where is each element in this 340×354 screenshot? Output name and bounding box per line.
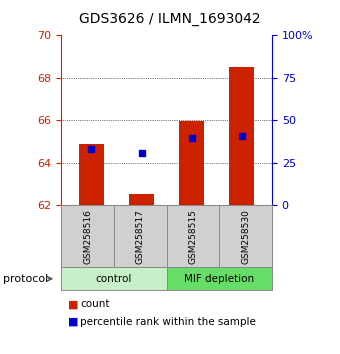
Bar [179,121,204,205]
Bar [230,67,254,205]
Text: count: count [80,299,109,309]
Text: protocol: protocol [3,274,49,284]
Bar [129,194,154,205]
Text: GSM258517: GSM258517 [136,209,145,264]
Text: percentile rank within the sample: percentile rank within the sample [80,317,256,327]
Text: ■: ■ [68,299,79,309]
Text: MIF depletion: MIF depletion [184,274,254,284]
Bar [79,144,104,205]
Text: GSM258516: GSM258516 [83,209,92,264]
Text: GSM258515: GSM258515 [188,209,198,264]
Text: ■: ■ [68,317,79,327]
Text: GSM258530: GSM258530 [241,209,250,264]
Text: control: control [96,274,132,284]
Text: GDS3626 / ILMN_1693042: GDS3626 / ILMN_1693042 [79,12,261,27]
